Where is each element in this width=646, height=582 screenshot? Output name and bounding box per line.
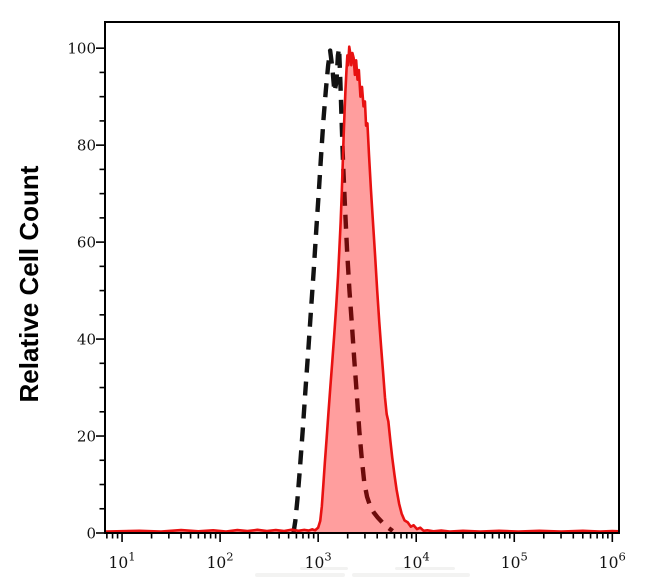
y-tick-label: 80 (77, 137, 96, 155)
y-tick-label: 60 (77, 234, 96, 252)
plot-border (104, 21, 620, 534)
unstained-control-curve (291, 45, 394, 534)
x-tick-label: 105 (501, 550, 528, 573)
x-tick-label: 106 (599, 550, 626, 573)
stained-sample-fill (105, 46, 619, 533)
x-tick-label: 101 (109, 550, 136, 573)
cropped-axis-label-remnant (255, 567, 470, 577)
y-tick-label: 40 (77, 331, 96, 349)
y-tick-label: 20 (77, 428, 96, 446)
axes-box-and-ticks (96, 21, 620, 542)
y-tick-label: 0 (86, 525, 96, 543)
y-tick-label: 100 (67, 40, 96, 58)
histogram-curves (105, 45, 620, 534)
stained-sample-curve (105, 45, 620, 533)
y-axis-title: Relative Cell Count (14, 165, 44, 402)
x-tick-label: 102 (207, 550, 234, 573)
